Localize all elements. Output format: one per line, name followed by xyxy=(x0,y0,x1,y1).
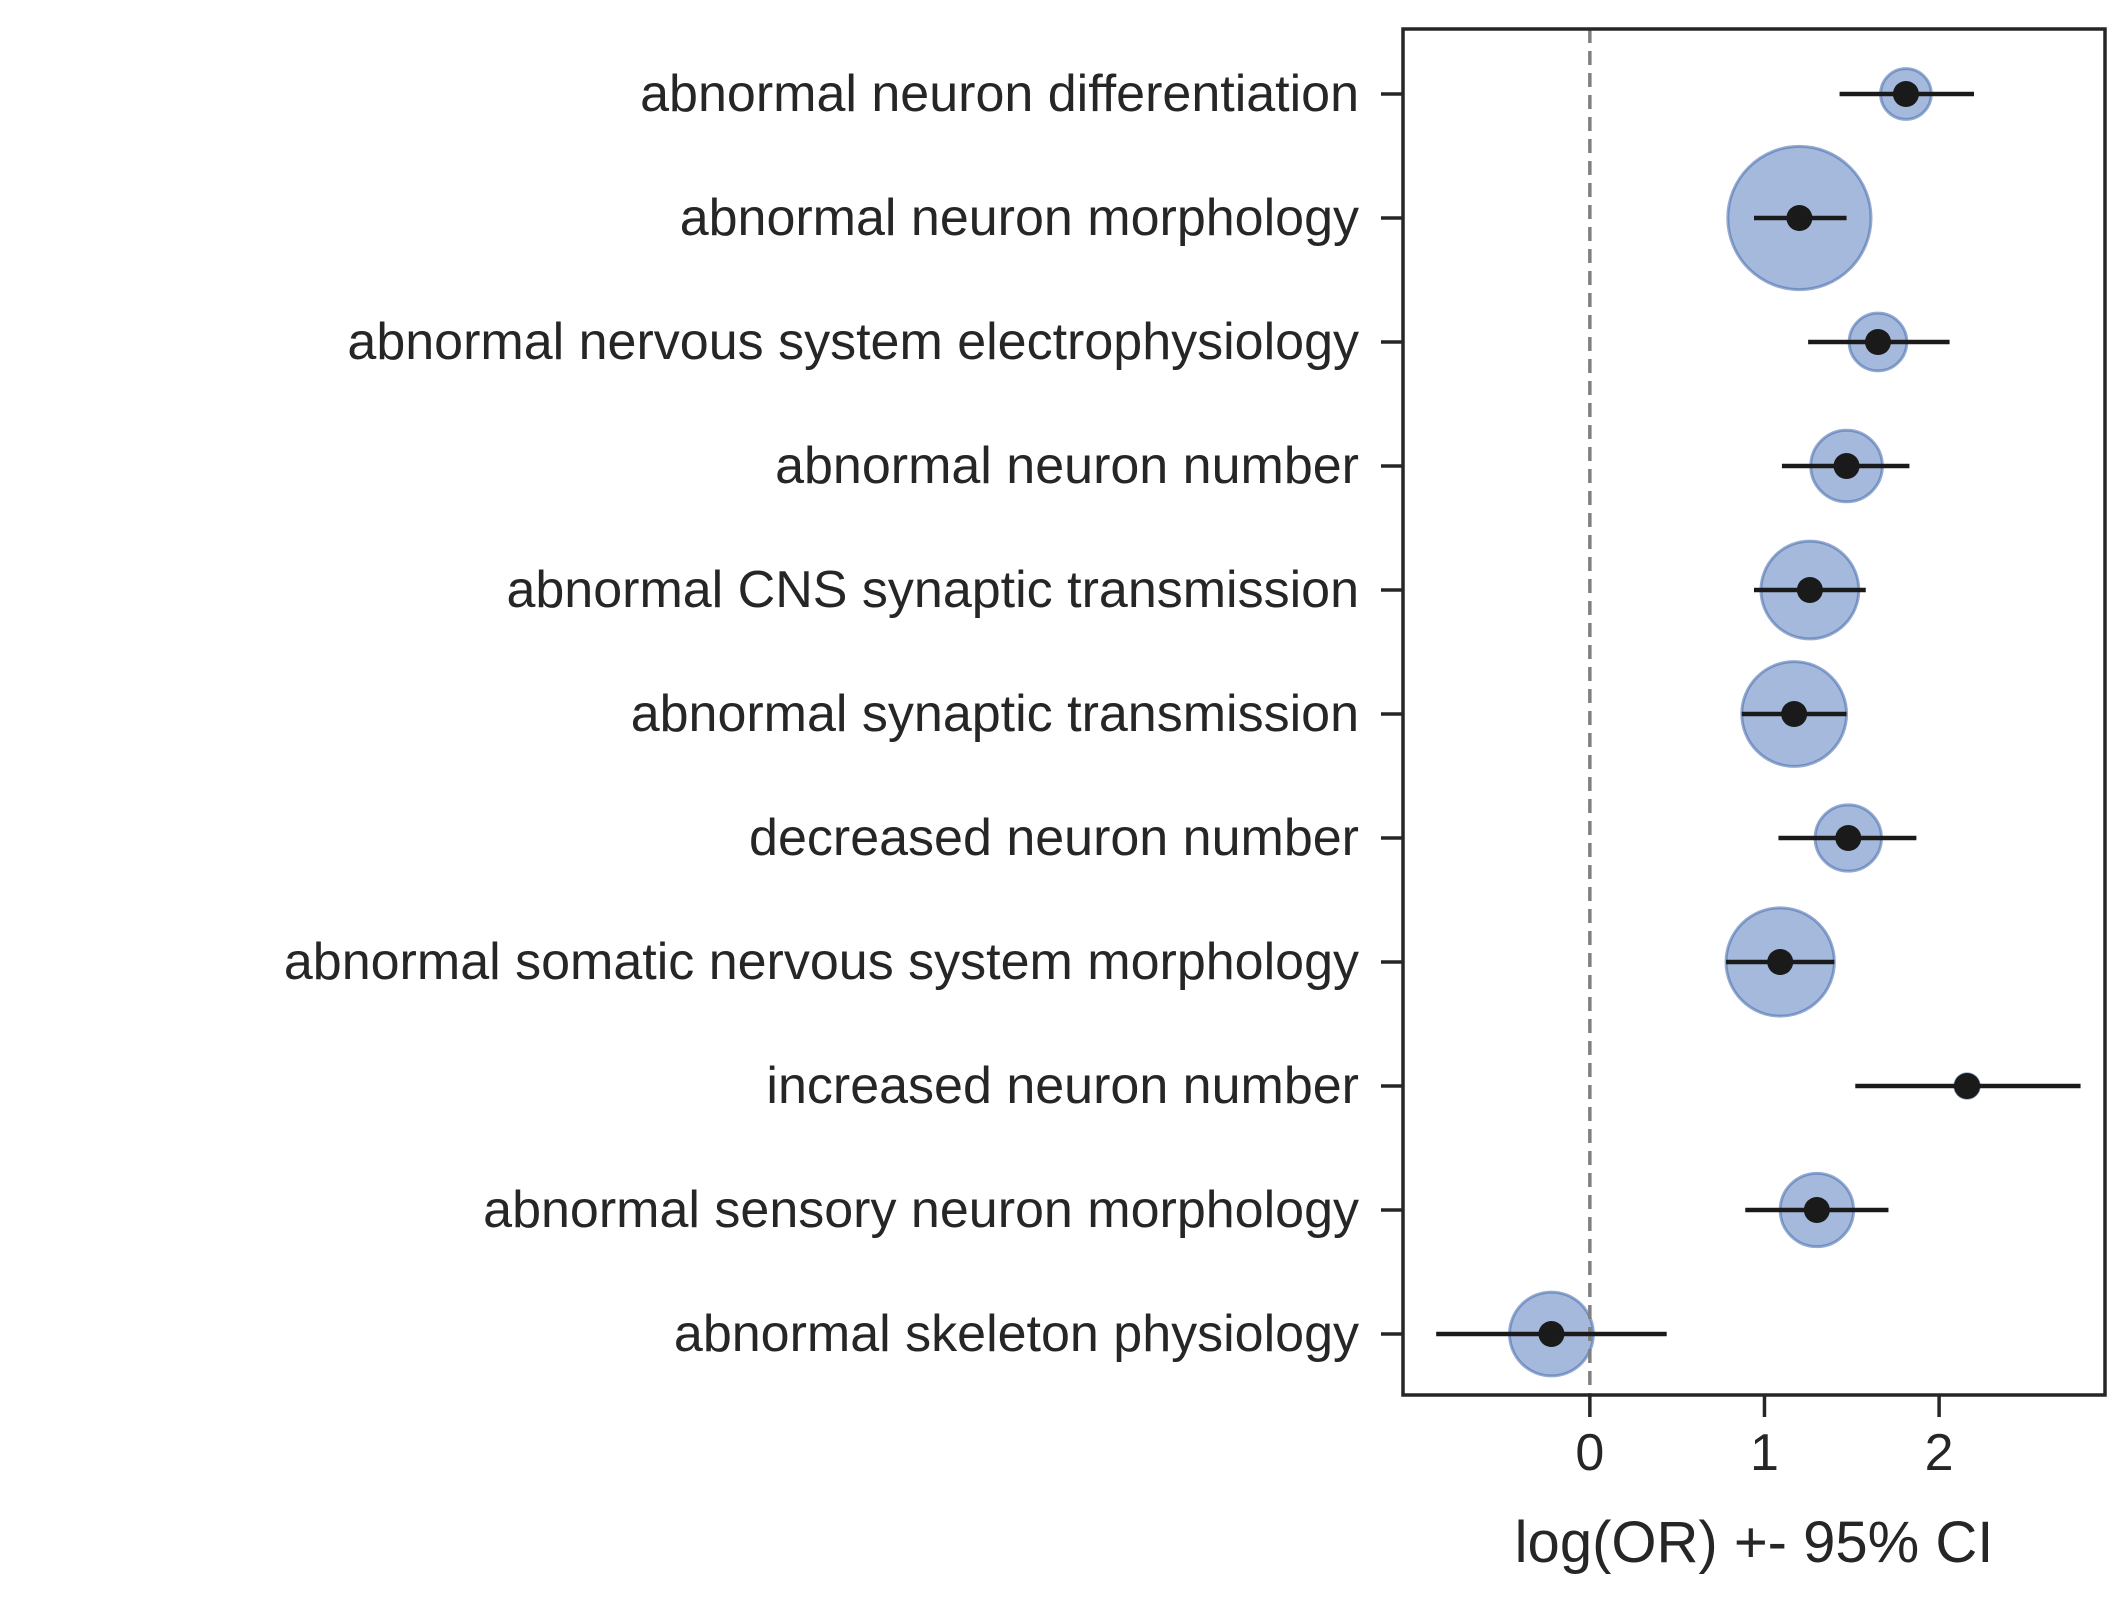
point-estimate xyxy=(1835,825,1862,851)
ci-layer xyxy=(1436,91,2081,1337)
point-estimate xyxy=(1864,329,1891,355)
y-tick-label: abnormal synaptic transmission xyxy=(631,685,1359,743)
y-tick-label: abnormal neuron morphology xyxy=(680,189,1359,247)
x-tick-label: 0 xyxy=(1575,1424,1604,1482)
point-estimate xyxy=(1892,81,1919,107)
point-estimate xyxy=(1833,453,1860,479)
y-tick-label: abnormal CNS synaptic transmission xyxy=(506,561,1359,619)
point-estimate xyxy=(1796,577,1823,603)
point-layer xyxy=(1538,81,1981,1347)
y-tick-label: increased neuron number xyxy=(766,1057,1359,1115)
point-estimate xyxy=(1767,949,1794,975)
point-estimate xyxy=(1786,205,1813,231)
point-estimate xyxy=(1954,1073,1981,1099)
point-estimate xyxy=(1538,1321,1565,1347)
x-tick-label: 1 xyxy=(1750,1424,1779,1482)
y-axis: abnormal neuron differentiation abnormal … xyxy=(284,65,1403,1363)
y-tick-label: abnormal sensory neuron morphology xyxy=(483,1181,1359,1239)
y-tick-label: abnormal nervous system electrophysiolog… xyxy=(347,313,1359,371)
plot-frame xyxy=(1401,27,2107,1397)
y-tick-label: abnormal somatic nervous system morpholo… xyxy=(284,933,1359,991)
point-estimate xyxy=(1781,701,1808,727)
x-axis-label: log(OR) +- 95% CI xyxy=(1515,1510,1994,1575)
point-estimate xyxy=(1803,1197,1830,1223)
y-tick-label: abnormal skeleton physiology xyxy=(674,1305,1359,1363)
x-tick-label: 2 xyxy=(1925,1424,1954,1482)
x-axis: 0 1 2 xyxy=(1575,1395,1954,1482)
y-tick-label: decreased neuron number xyxy=(749,809,1359,867)
y-tick-label: abnormal neuron differentiation xyxy=(640,65,1359,123)
y-tick-label: abnormal neuron number xyxy=(775,437,1359,495)
bubble-layer xyxy=(1508,67,1981,1378)
